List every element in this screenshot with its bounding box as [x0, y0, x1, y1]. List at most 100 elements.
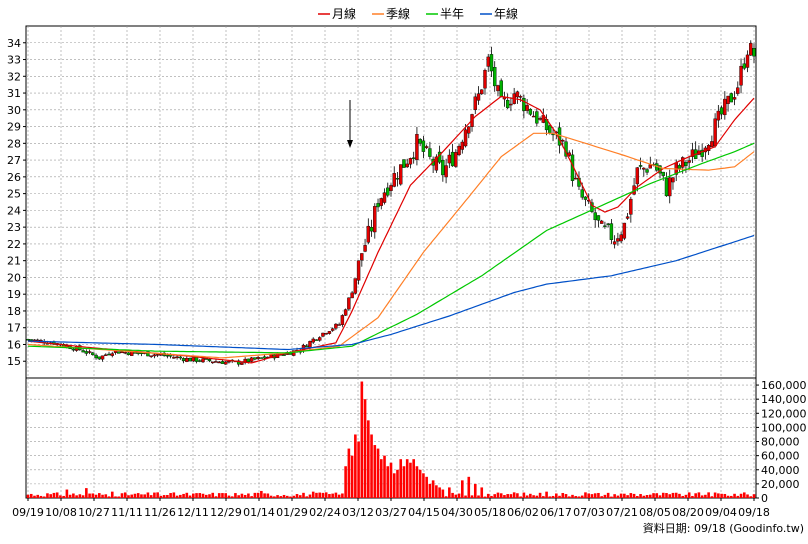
candle-body: [629, 198, 633, 215]
candle-body: [739, 65, 743, 86]
volume-bar: [182, 493, 185, 498]
date-tick-label: 08/20: [672, 506, 704, 519]
candle-body: [719, 107, 724, 115]
date-tick-label: 11/11: [111, 506, 143, 519]
candle-body: [256, 357, 260, 359]
candle-body: [752, 48, 756, 57]
date-tick-label: 03/12: [342, 506, 374, 519]
volume-bar: [367, 420, 370, 498]
price-tick-label: 29: [7, 121, 21, 134]
volume-bar: [730, 495, 733, 498]
volume-bar: [117, 496, 121, 498]
volume-bar: [42, 496, 46, 498]
volume-tick-label: 80,000: [761, 436, 800, 449]
candle-body: [399, 164, 403, 185]
candle-body: [447, 154, 452, 164]
candle-body: [373, 206, 377, 233]
volume-bar: [204, 494, 208, 498]
volume-bar: [603, 494, 607, 498]
volume-bar: [610, 496, 613, 498]
volume-bar: [195, 493, 198, 498]
candle-body: [476, 93, 481, 101]
volume-bar: [597, 492, 600, 498]
candle-body: [415, 134, 419, 161]
volume-bar: [110, 491, 114, 498]
volume-bar: [214, 496, 218, 498]
volume-tick-label: 100,000: [761, 421, 807, 434]
volume-bar: [159, 495, 163, 498]
date-tick-label: 07/21: [606, 506, 638, 519]
candle-body: [389, 185, 393, 191]
candle-body: [227, 360, 231, 363]
candle-body: [531, 115, 536, 118]
volume-bar: [525, 495, 529, 498]
candle-body: [467, 126, 471, 134]
candle-body: [402, 159, 406, 168]
volume-bar: [538, 492, 542, 498]
price-tick-label: 33: [7, 54, 21, 67]
candle-body: [580, 189, 584, 198]
volume-tick-label: 60,000: [761, 450, 800, 463]
volume-bar: [104, 494, 108, 498]
candle-body: [198, 360, 202, 362]
volume-bar: [431, 480, 435, 498]
volume-bar: [707, 492, 710, 498]
candle-body: [71, 348, 76, 351]
candle-body: [486, 56, 490, 67]
volume-tick-label: 160,000: [761, 379, 807, 392]
candle-body: [36, 339, 40, 342]
volume-bar: [438, 487, 441, 498]
price-tick-label: 30: [7, 104, 21, 117]
volume-bar: [658, 495, 662, 498]
volume-bar: [749, 496, 753, 498]
candle-body: [305, 345, 309, 348]
price-tick-label: 22: [7, 238, 21, 251]
candle-body: [81, 350, 85, 353]
candle-body: [463, 129, 468, 147]
legend-label: 季線: [386, 6, 410, 21]
volume-bar: [746, 494, 749, 498]
candle-body: [149, 355, 153, 357]
candle-body: [259, 357, 264, 359]
candle-body: [376, 203, 380, 208]
volume-bar: [143, 494, 146, 498]
candle-body: [509, 103, 513, 106]
candle-body: [700, 149, 704, 157]
volume-bar: [334, 492, 338, 498]
volume-bar: [532, 495, 535, 498]
candle-body: [661, 171, 665, 176]
volume-bar: [473, 483, 477, 498]
date-tick-label: 05/18: [474, 506, 506, 519]
price-tick-label: 24: [7, 204, 21, 217]
candle-body: [457, 145, 461, 156]
volume-tick-label: 40,000: [761, 464, 800, 477]
volume-bar: [606, 492, 610, 498]
candle-body: [668, 177, 672, 197]
volume-bar: [742, 492, 746, 498]
legend-label: 年線: [494, 6, 518, 21]
candle-body: [386, 187, 390, 196]
candle-body: [117, 351, 121, 354]
volume-bar: [373, 445, 377, 498]
candle-body: [648, 164, 652, 169]
candle-body: [253, 357, 257, 360]
candle-body: [382, 192, 387, 203]
candle-body: [360, 253, 364, 261]
candle-body: [450, 151, 455, 167]
candle-body: [713, 118, 717, 147]
candle-body: [745, 54, 750, 68]
volume-bar: [49, 494, 52, 498]
volume-bar: [191, 493, 195, 498]
date-axis: 09/19 10/08 10/27 11/11 11/26 12/11 12/29 01/14…: [12, 498, 770, 519]
volume-bar: [412, 459, 415, 498]
volume-bar: [493, 494, 497, 498]
volume-bar: [389, 462, 393, 498]
legend-label: 半年: [440, 7, 464, 21]
volume-bar: [616, 495, 620, 498]
volume-bar: [166, 494, 169, 498]
price-tick-label: 17: [7, 322, 21, 335]
volume-bar: [529, 493, 532, 498]
candle-body: [603, 225, 607, 227]
candle-body: [405, 163, 409, 168]
